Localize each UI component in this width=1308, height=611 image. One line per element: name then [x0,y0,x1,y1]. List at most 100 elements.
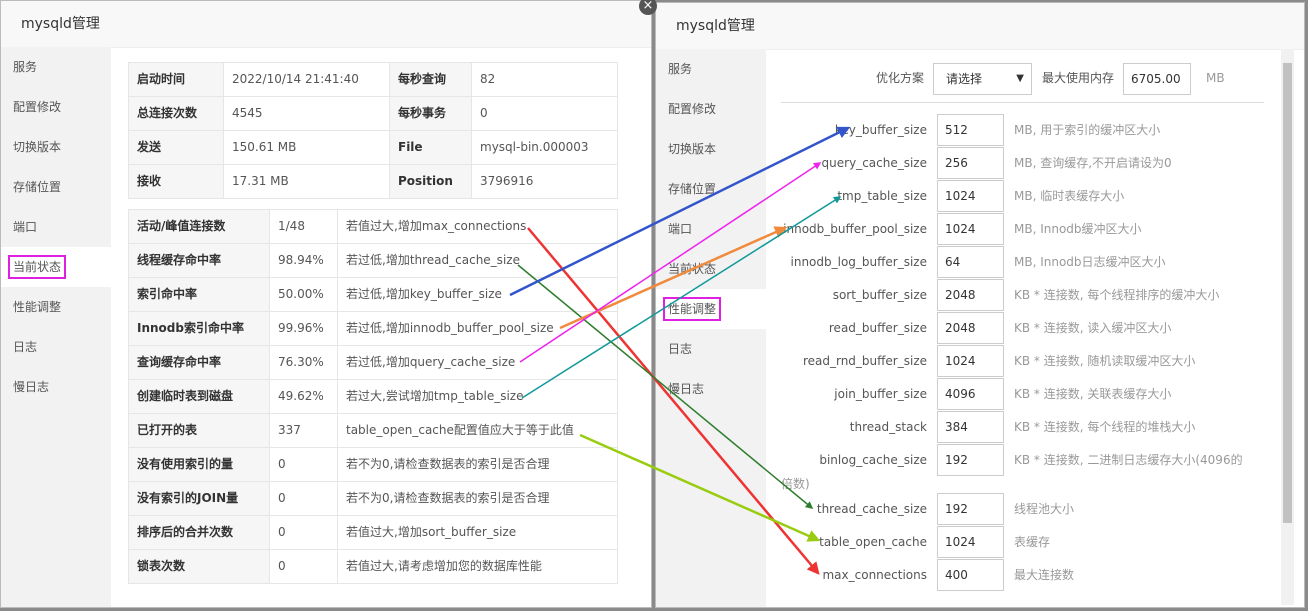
menu-label: 存储位置 [13,180,62,194]
menu-label: 端口 [668,222,693,236]
menu-item[interactable]: 当前状态 [656,249,766,289]
param-label: join_buffer_size [834,387,927,401]
mem-input[interactable]: 6705.00 [1123,63,1191,95]
side-menu: 服务配置修改切换版本存储位置端口当前状态 性能调整 日志慢日志 [1,47,111,607]
menu-label: 配置修改 [13,100,62,114]
menu-item[interactable]: 慢日志 [656,369,766,409]
table-cell: mysql-bin.000003 [471,130,618,165]
table-cell: 98.94% [269,243,338,278]
param-input[interactable]: 1024 [937,526,1004,558]
param-label: binlog_cache_size [819,453,927,467]
param-desc: MB, Innodb缓冲区大小 [1014,222,1142,236]
select-text: 请选择 [946,72,983,86]
menu-item[interactable]: 日志 [1,327,111,367]
param-input[interactable]: 1024 [937,180,1004,212]
table-cell: 启动时间 [128,62,224,97]
param-desc: 表缓存 [1014,535,1051,549]
table-cell: 若不为0,请检查数据表的索引是否合理 [337,447,618,482]
scroll-thumb[interactable] [1283,63,1292,523]
mem-label: 最大使用内存 [1042,71,1115,85]
menu-item[interactable]: 端口 [1,207,111,247]
param-label: thread_stack [849,420,927,434]
param-desc: KB * 连接数, 随机读取缓冲区大小 [1014,354,1196,368]
menu-label: 端口 [13,220,38,234]
dialog: mysqld管理 服务 配置修改 切换版本 存储位置 端口 当前状态 性能调整 日志 慢日志 启… [0,0,652,608]
dialog-title: mysqld管理 [656,3,1304,50]
menu-item[interactable]: 服务 [656,49,766,89]
table-cell: 总连接次数 [128,96,224,131]
param-desc: MB, 用于索引的缓冲区大小 [1014,123,1161,137]
param-desc: MB, 查询缓存,不开启请设为0 [1014,156,1172,170]
menu-item[interactable]: 服务 [1,47,111,87]
param-input[interactable]: 400 [937,559,1004,591]
menu-label: 存储位置 [668,182,717,196]
param-desc: KB * 连接数, 关联表缓存大小 [1014,387,1172,401]
table-cell: 锁表次数 [128,549,270,584]
table-cell: Innodb索引命中率 [128,311,270,346]
menu-item[interactable]: 切换版本 [1,127,111,167]
table-cell: 接收 [128,164,224,199]
param-input[interactable]: 1024 [937,345,1004,377]
menu-item[interactable]: 性能调整 [1,287,111,327]
table-cell: 2022/10/14 21:41:40 [223,62,390,97]
mem-unit: MB [1206,71,1225,85]
table-cell: Position [389,164,472,199]
menu-item[interactable]: 配置修改 [1,87,111,127]
menu-item[interactable]: 日志 [656,329,766,369]
menu-item[interactable]: 性能调整 [656,289,766,329]
param-desc: KB * 连接数, 每个线程的堆栈大小 [1014,420,1196,434]
table-cell: 活动/峰值连接数 [128,209,270,244]
select-caret: ▼ [1016,73,1024,84]
scrollbar[interactable] [1281,49,1294,605]
plan-select[interactable]: 请选择 ▼ [933,63,1032,95]
table-cell: File [389,130,472,165]
param-label: thread_cache_size [816,502,927,516]
table-cell: 若过低,增加innodb_buffer_pool_size [337,311,618,346]
param-label: table_open_cache [819,535,927,549]
table-cell: 已打开的表 [128,413,270,448]
param-input[interactable]: 2048 [937,312,1004,344]
menu-label: 配置修改 [668,102,717,116]
param-desc: KB * 连接数, 二进制日志缓存大小(4096的倍数) [781,453,1243,491]
menu-item[interactable]: 存储位置 [1,167,111,207]
param-input[interactable]: 512 [937,114,1004,146]
table-cell: 若值过大,增加sort_buffer_size [337,515,618,550]
table-cell: 线程缓存命中率 [128,243,270,278]
param-input[interactable]: 1024 [937,213,1004,245]
table-cell: table_open_cache配置值应大于等于此值 [337,413,618,448]
table-cell: 0 [471,96,618,131]
table-cell: 150.61 MB [223,130,390,165]
menu-item[interactable]: 切换版本 [656,129,766,169]
table-cell: 49.62% [269,379,338,414]
param-input[interactable]: 192 [937,444,1004,476]
param-input[interactable]: 4096 [937,378,1004,410]
table-cell: 若过低,增加thread_cache_size [337,243,618,278]
param-desc: MB, Innodb日志缓冲区大小 [1014,255,1166,269]
dialog: mysqld管理 服务配置修改切换版本存储位置端口当前状态性能调整 日志 慢日志 优… [655,2,1305,608]
param-input[interactable]: 256 [937,147,1004,179]
table-cell: 每秒事务 [389,96,472,131]
table-cell: 82 [471,62,618,97]
table-cell: 若值过大,增加max_connections [337,209,618,244]
plan-label: 优化方案 [875,71,924,85]
param-input[interactable]: 192 [937,493,1004,525]
menu-item[interactable]: 端口 [656,209,766,249]
table-cell: 99.96% [269,311,338,346]
menu-label: 切换版本 [13,140,62,154]
param-label: sort_buffer_size [832,288,927,302]
param-input[interactable]: 384 [937,411,1004,443]
param-input[interactable]: 2048 [937,279,1004,311]
table-cell: 50.00% [269,277,338,312]
menu-item[interactable]: 慢日志 [1,367,111,407]
menu-item[interactable]: 当前状态 [1,247,111,287]
param-desc: 最大连接数 [1014,568,1075,582]
table-cell: 没有使用索引的量 [128,447,270,482]
menu-item[interactable]: 配置修改 [656,89,766,129]
close-button[interactable]: × [639,0,657,15]
table-cell: 若过低,增加query_cache_size [337,345,618,380]
menu-label: 当前状态 [668,262,717,276]
param-input[interactable]: 64 [937,246,1004,278]
menu-item[interactable]: 存储位置 [656,169,766,209]
menu-label: 慢日志 [13,380,50,394]
param-label: key_buffer_size [834,123,927,137]
